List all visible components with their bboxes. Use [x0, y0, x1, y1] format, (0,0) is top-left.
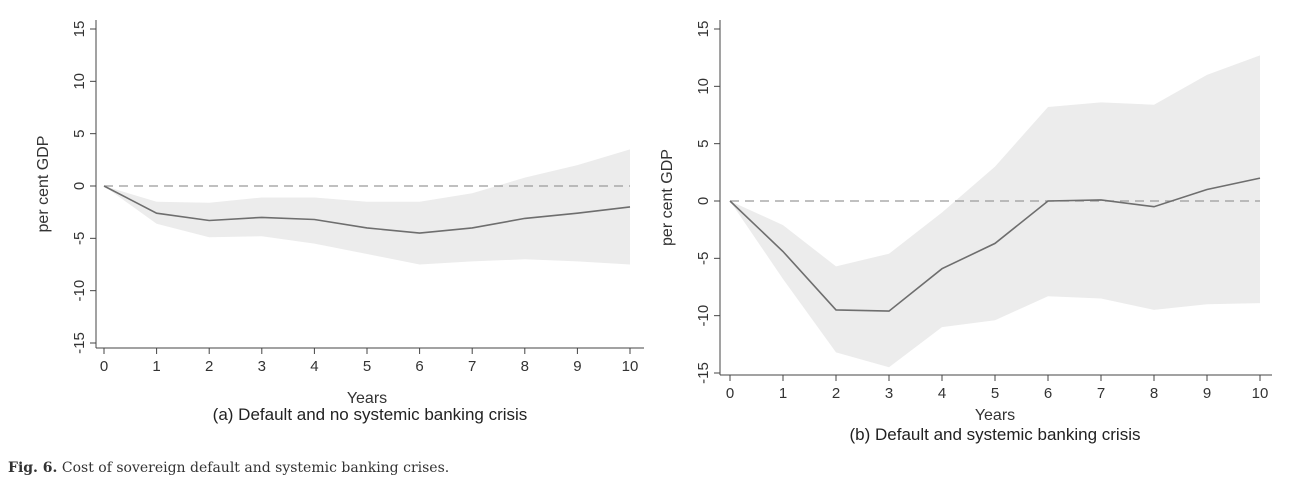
panel-a-y-tick-label: 5 — [71, 129, 88, 137]
panel-a-y-tick-label: -5 — [71, 232, 88, 245]
panel-a-confidence-band — [104, 149, 630, 265]
panel-a-x-tick-label: 6 — [415, 358, 423, 375]
panel-b-y-axis-label: per cent GDP — [659, 149, 676, 246]
panel-b-y-tick-label: 15 — [695, 21, 712, 38]
panel-a-x-tick-label: 7 — [468, 358, 476, 375]
panel-a-x-tick-label: 4 — [310, 358, 318, 375]
panel-b-caption: (b) Default and systemic banking crisis — [849, 425, 1140, 444]
panel-b-y-tick-label: -15 — [695, 362, 712, 384]
panel-b-x-tick-label: 5 — [991, 385, 999, 402]
panel-a-y-tick-label: 15 — [71, 21, 88, 38]
panel-b-y-tick-label: 10 — [695, 78, 712, 95]
panel-a-y-tick-label: -10 — [71, 280, 88, 302]
panel-b-y-tick-label: 0 — [695, 197, 712, 205]
panel-b-x-tick-label: 6 — [1044, 385, 1052, 402]
panel-b-y-tick-label: 5 — [695, 139, 712, 147]
panel-b-confidence-band — [730, 55, 1260, 368]
panel-b-x-tick-label: 10 — [1252, 385, 1269, 402]
panel-a-caption: (a) Default and no systemic banking cris… — [213, 405, 528, 424]
figure-label: Fig. 6. — [8, 460, 57, 476]
panel-b-x-tick-label: 4 — [938, 385, 946, 402]
panel-a-x-tick-label: 3 — [258, 358, 266, 375]
panel-a-x-tick-label: 8 — [521, 358, 529, 375]
panel-a-y-axis-label: per cent GDP — [35, 136, 52, 233]
panel-b-y-tick-label: -10 — [695, 305, 712, 327]
panel-a: 0 1 2 3 4 5 6 7 8 9 10 -15 -10 -5 0 5 10 15 Years per cent … — [35, 20, 644, 424]
panel-a-y-tick-label: 0 — [71, 182, 88, 190]
panel-b-x-tick-label: 3 — [885, 385, 893, 402]
panel-a-x-axis-label: Years — [347, 390, 387, 407]
figure-caption-text: Cost of sovereign default and systemic b… — [62, 460, 449, 476]
panel-a-y-tick-label: -15 — [71, 332, 88, 354]
figure-caption: Fig. 6. Cost of sovereign default and sy… — [8, 460, 449, 476]
panel-a-x-tick-label: 0 — [100, 358, 108, 375]
panel-b-x-axis-label: Years — [975, 407, 1015, 424]
panel-b: 0 1 2 3 4 5 6 7 8 9 10 -15 -10 -5 0 5 10 15 Years per cent … — [659, 20, 1272, 444]
panel-b-series-line — [729, 177, 1261, 312]
panel-a-x-tick-label: 5 — [363, 358, 371, 375]
panel-b-x-tick-label: 7 — [1097, 385, 1105, 402]
panel-a-x-tick-label: 2 — [205, 358, 213, 375]
panel-b-x-tick-label: 8 — [1150, 385, 1158, 402]
panel-b-y-tick-label: -5 — [695, 252, 712, 265]
panel-b-x-tick-label: 9 — [1203, 385, 1211, 402]
panel-b-x-tick-label: 2 — [832, 385, 840, 402]
panel-a-x-tick-label: 1 — [152, 358, 160, 375]
panel-b-x-tick-label: 1 — [779, 385, 787, 402]
panel-a-x-tick-label: 9 — [573, 358, 581, 375]
panel-a-series-line — [103, 185, 631, 234]
panel-a-x-tick-label: 10 — [622, 358, 639, 375]
panel-a-y-tick-label: 10 — [71, 73, 88, 90]
panel-b-x-tick-label: 0 — [726, 385, 734, 402]
